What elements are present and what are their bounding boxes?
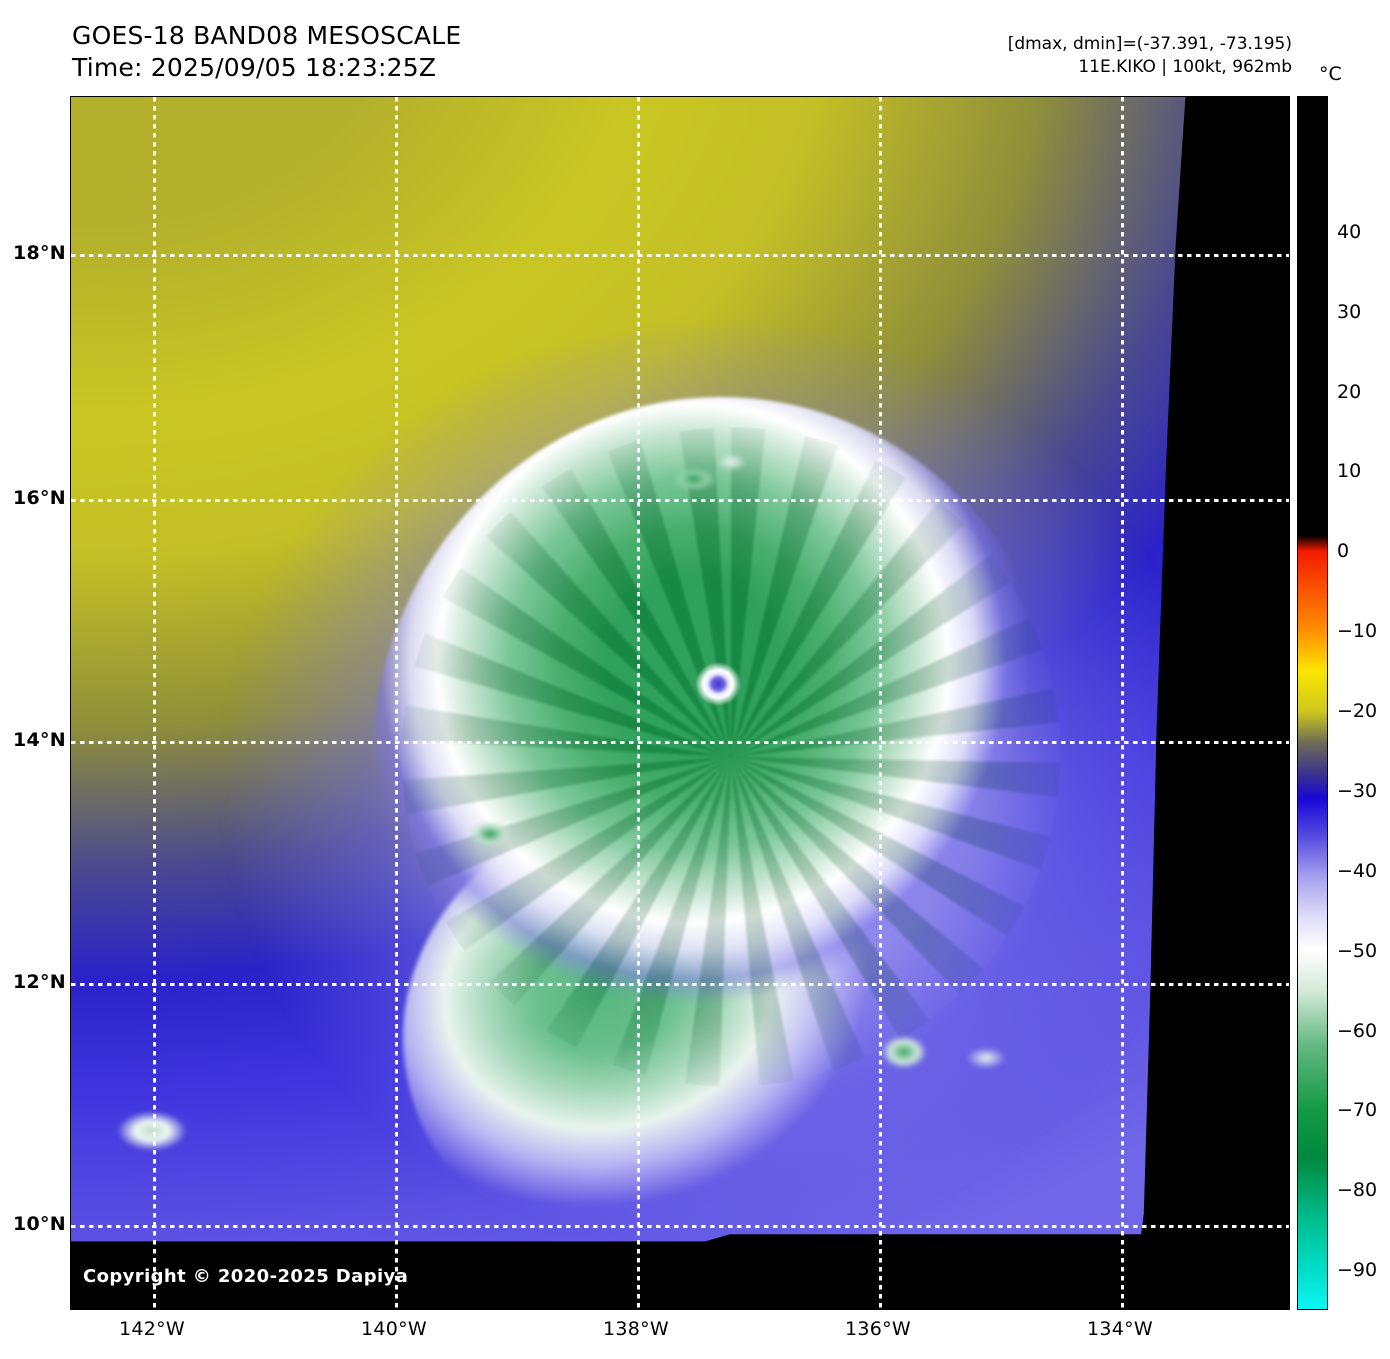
page-title: GOES-18 BAND08 MESOSCALE <box>72 21 462 50</box>
colorbar-tick-label: −20 <box>1337 700 1378 722</box>
colorbar-tick-label: 40 <box>1337 220 1362 243</box>
cold-cell <box>469 821 511 847</box>
header-left-block: GOES-18 BAND08 MESOSCALE Time: 2025/09/0… <box>72 20 712 84</box>
lat-tick-label: 10°N <box>12 1213 66 1235</box>
colorbar-tick-label: 30 <box>1337 300 1362 323</box>
cold-cell <box>717 453 747 471</box>
lat-tick-label: 12°N <box>12 971 66 993</box>
cold-cell <box>117 1111 187 1151</box>
colorbar <box>1297 96 1328 1310</box>
colorbar-tick-label: 10 <box>1337 460 1362 483</box>
colorbar-tick-label: −50 <box>1337 939 1378 962</box>
lon-tick-label: 136°W <box>844 1318 912 1340</box>
header-right-block: [dmax, dmin]=(-37.391, -73.195) 11E.KIKO… <box>872 33 1292 79</box>
lat-tick-label: 18°N <box>12 242 66 264</box>
lon-tick-label: 134°W <box>1086 1318 1154 1340</box>
cold-cell <box>671 467 717 491</box>
spiral-striations <box>401 427 1061 1087</box>
central-dense-overcast <box>371 397 1071 1137</box>
colorbar-tick-label: −10 <box>1337 620 1378 643</box>
cold-cell <box>881 1035 927 1069</box>
lat-tick-label: 14°N <box>12 729 66 751</box>
storm-eye <box>696 662 742 706</box>
colorbar-tick-label: −80 <box>1337 1179 1378 1202</box>
lon-tick-label: 142°W <box>118 1318 186 1340</box>
lon-tick-label: 138°W <box>602 1318 670 1340</box>
colorbar-tick-label: −70 <box>1337 1099 1378 1122</box>
cold-cell <box>966 1047 1006 1069</box>
colorbar-tick-label: 0 <box>1337 540 1350 563</box>
satellite-image-plot: Copyright © 2020-2025 Dapiya <box>70 96 1290 1310</box>
lon-tick-label: 140°W <box>360 1318 428 1340</box>
colorbar-tick-label: −60 <box>1337 1019 1378 1042</box>
colorbar-unit-label: °C <box>1319 63 1342 85</box>
lat-tick-label: 16°N <box>12 487 66 509</box>
storm-info-label: 11E.KIKO | 100kt, 962mb <box>1078 57 1292 77</box>
timestamp: Time: 2025/09/05 18:23:25Z <box>72 53 437 82</box>
colorbar-gradient <box>1298 97 1327 1309</box>
colorbar-tick-label: 20 <box>1337 380 1362 403</box>
copyright-notice: Copyright © 2020-2025 Dapiya <box>83 1266 409 1287</box>
colorbar-tick-label: −30 <box>1337 779 1378 802</box>
colorbar-tick-label: −90 <box>1337 1259 1378 1282</box>
data-range-label: [dmax, dmin]=(-37.391, -73.195) <box>1007 34 1292 54</box>
colorbar-tick-label: −40 <box>1337 859 1378 882</box>
satellite-raster <box>71 97 1289 1309</box>
